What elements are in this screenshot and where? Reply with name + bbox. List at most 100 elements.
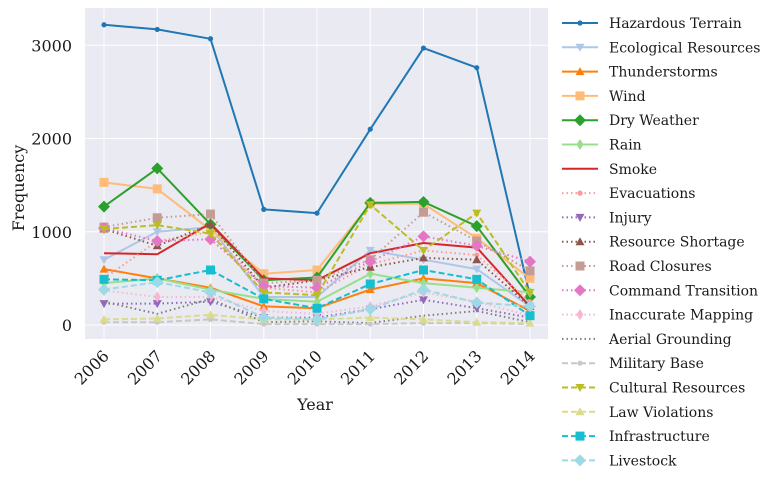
x-tick-label: 2008 [177,346,219,388]
data-point-hazardous-terrain [474,65,480,71]
data-point-cultural-resources [365,201,375,210]
data-point-hazardous-terrain [420,45,427,51]
legend-item-military-base: Military Base [562,356,704,372]
y-tick-label: 2000 [31,130,72,149]
legend-item-thunderstorms: Thunderstorms [562,65,718,81]
x-tick-label: 2014 [497,346,539,388]
data-point-injury [419,296,428,305]
x-tick-label: 2006 [71,346,113,388]
legend-item-hazardous-terrain: Hazardous Terrain [562,16,742,32]
legend-label: Command Transition [609,283,758,299]
data-point-infrastructure [472,274,482,284]
data-point-road-closures [525,266,535,276]
data-point-ecological-resources [472,265,482,274]
data-point-injury [472,304,482,313]
data-point-evacuations [474,252,480,258]
data-point-infrastructure [365,279,375,289]
x-tick-label: 2007 [124,346,166,388]
legend-swatch-marker [575,407,585,416]
data-point-law-violations [419,314,428,323]
legend-label: Law Violations [609,405,713,421]
legend-item-infrastructure: Infrastructure [562,429,710,445]
data-point-wind [525,273,535,283]
series-layer [98,22,536,327]
data-point-command-transition [151,235,164,248]
data-point-hazardous-terrain [154,26,160,33]
data-point-law-violations [472,317,482,326]
legend-label: Smoke [609,162,657,178]
data-point-dry-weather [151,162,164,175]
x-tick-label: 2010 [284,346,326,388]
data-point-resource-shortage [419,253,428,262]
data-point-command-transition [524,255,536,268]
data-point-inaccurate-mapping [153,291,161,303]
data-point-ecological-resources [365,246,375,255]
data-point-law-violations [525,318,535,327]
data-point-infrastructure [206,265,215,275]
data-point-hazardous-terrain [101,22,107,28]
data-point-military-base [367,321,373,327]
series-livestock [98,276,536,326]
legend-item-road-closures: Road Closures [562,259,712,275]
data-point-livestock [204,286,217,299]
data-point-hazardous-terrain [367,126,373,132]
data-point-cultural-resources [312,291,322,300]
data-point-thunderstorms [99,264,109,273]
data-point-livestock [417,283,430,296]
data-point-cultural-resources [206,230,215,239]
legend-label: Wind [609,89,646,105]
series-line-command-transition [103,227,531,289]
data-point-dry-weather [98,200,110,213]
data-point-wind [312,265,322,275]
data-point-road-closures [312,275,322,285]
data-point-hazardous-terrain [261,206,267,212]
legend-item-resource-shortage: Resource Shortage [562,235,745,251]
data-point-wind [152,184,162,194]
legend-item-livestock: Livestock [562,453,677,469]
data-point-cultural-resources [525,288,535,297]
series-line-military-base [104,318,531,326]
y-axis-label: Frequency [9,145,28,232]
data-point-livestock [151,276,164,289]
data-point-road-closures [152,213,162,223]
legend-label: Cultural Resources [609,381,745,397]
data-point-hazardous-terrain [314,210,320,216]
series-cultural-resources [99,201,535,300]
legend-label: Injury [609,210,652,226]
legend-swatch-marker [575,261,585,271]
data-point-dry-weather [417,195,430,208]
y-tick-label: 1000 [31,223,72,242]
data-point-command-transition [417,230,430,243]
legend-item-smoke: Smoke [562,162,657,178]
data-point-infrastructure [99,274,109,284]
y-tick-label: 3000 [31,36,72,55]
legend-swatch-marker [577,360,583,366]
data-point-cultural-resources [419,246,428,255]
legend-label: Resource Shortage [609,235,745,251]
data-point-resource-shortage [206,219,215,228]
legend-label: Aerial Grounding [608,332,732,348]
legend-label: Livestock [609,453,677,469]
series-line-law-violations [103,313,531,325]
data-point-cultural-resources [259,288,269,297]
x-axis-label: Year [296,395,333,414]
legend-label: Rain [609,138,642,154]
legend: Hazardous Terrain Ecological Resources Thu… [562,16,760,469]
data-point-livestock [524,300,536,313]
data-point-infrastructure [525,311,535,321]
legend-label: Evacuations [609,186,695,202]
legend-label: Infrastructure [609,429,710,445]
legend-item-cultural-resources: Cultural Resources [562,381,745,397]
data-point-infrastructure [419,265,428,275]
data-point-command-transition [470,239,483,252]
data-point-thunderstorms [365,285,375,294]
legend-item-aerial-grounding: Aerial Grounding [562,332,732,348]
legend-swatch-marker [574,114,586,127]
data-point-dry-weather [470,220,483,233]
data-point-livestock [470,296,483,309]
legend-swatch-marker [575,91,585,101]
legend-label: Road Closures [609,259,712,275]
legend-swatch-marker [575,67,585,76]
legend-swatch-marker [575,431,585,441]
legend-label: Ecological Resources [609,40,760,56]
